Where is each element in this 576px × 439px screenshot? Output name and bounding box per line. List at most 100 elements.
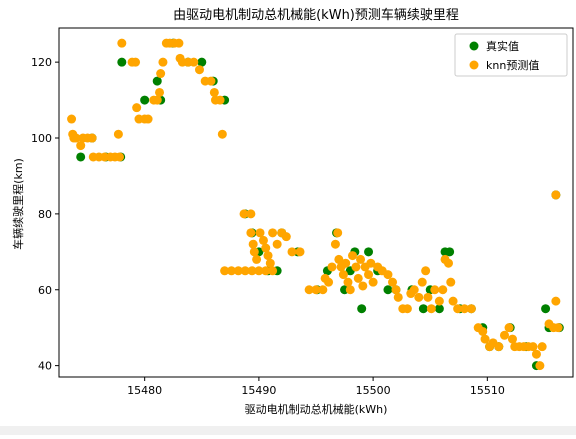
pred-point-113	[459, 304, 469, 314]
pred-point-51	[246, 209, 256, 219]
legend: 真实值 knn预测值	[454, 33, 568, 77]
pred-point-75	[334, 254, 344, 264]
pred-point-74	[333, 228, 343, 238]
pred-point-47	[254, 266, 264, 276]
pred-point-136	[553, 323, 563, 333]
pred-point-21	[143, 114, 153, 124]
y-axis-label: 车辆续驶里程(km)	[11, 158, 25, 250]
pred-point-93	[388, 277, 398, 287]
true-point-45	[541, 304, 551, 314]
pred-point-81	[348, 251, 358, 261]
pred-point-78	[341, 258, 351, 268]
pred-point-59	[263, 251, 273, 261]
pred-point-85	[358, 281, 368, 291]
true-point-32	[418, 304, 428, 314]
pred-point-71	[324, 277, 334, 287]
pred-point-131	[537, 342, 547, 352]
x-axis: 15480 15490 15500 15510	[127, 377, 505, 397]
pred-point-57	[258, 235, 268, 245]
pred-point-130	[535, 361, 545, 371]
pred-point-102	[421, 266, 431, 276]
pred-point-30	[174, 38, 184, 48]
pred-point-105	[430, 285, 440, 295]
pred-point-45	[240, 266, 250, 276]
pred-point-117	[480, 334, 490, 344]
pred-point-112	[453, 304, 463, 314]
x-tick-label-2: 15500	[356, 384, 391, 397]
pred-point-42	[220, 266, 230, 276]
pred-point-3	[71, 133, 81, 143]
pred-point-77	[338, 270, 348, 280]
x-axis-label: 驱动电机制动总机械能(kWh)	[245, 402, 388, 416]
pred-point-95	[393, 292, 403, 302]
pred-point-94	[391, 285, 401, 295]
pred-point-88	[366, 258, 376, 268]
pred-point-48	[261, 266, 271, 276]
true-point-36	[445, 247, 455, 257]
legend-marker-true	[469, 41, 479, 51]
x-tick-label-1: 15490	[241, 384, 276, 397]
pred-point-61	[268, 228, 278, 238]
y-tick-label-4: 120	[31, 56, 52, 69]
pred-point-92	[383, 270, 393, 280]
pred-point-60	[265, 258, 275, 268]
legend-label-true: 真实值	[486, 39, 519, 53]
pred-point-49	[268, 266, 278, 276]
true-point-27	[364, 247, 374, 257]
pred-point-26	[158, 57, 168, 67]
pred-point-135	[551, 190, 561, 200]
pred-point-100	[414, 292, 424, 302]
pred-point-104	[426, 304, 436, 314]
pred-point-67	[304, 285, 314, 295]
pred-point-53	[248, 239, 258, 249]
pred-point-58	[261, 243, 271, 253]
pred-point-13	[115, 152, 125, 162]
pred-point-44	[233, 266, 243, 276]
pred-point-107	[438, 285, 448, 295]
footer-strip	[0, 426, 576, 435]
pred-point-134	[551, 296, 561, 306]
pred-point-109	[444, 258, 453, 268]
pred-point-87	[364, 270, 374, 280]
pred-point-55	[252, 254, 262, 264]
true-point-26	[357, 304, 367, 314]
y-tick-label-3: 100	[31, 132, 52, 145]
pred-point-69	[318, 285, 328, 295]
pred-point-0	[67, 114, 77, 124]
pred-point-7	[87, 133, 97, 143]
legend-marker-pred	[469, 60, 479, 70]
true-point-6	[152, 76, 162, 86]
pred-point-14	[113, 129, 123, 139]
pred-point-46	[247, 266, 257, 276]
pred-point-84	[356, 254, 366, 264]
true-point-34	[434, 304, 444, 314]
pred-point-52	[246, 228, 256, 238]
plot-points	[67, 38, 564, 371]
pred-point-62	[272, 239, 282, 249]
pred-point-15	[117, 38, 127, 48]
pred-point-97	[402, 304, 412, 314]
pred-point-80	[345, 285, 355, 295]
x-tick-label-0: 15480	[127, 384, 162, 397]
y-tick-label-2: 80	[38, 208, 52, 221]
legend-label-pred: knn预测值	[486, 59, 539, 72]
pred-point-73	[330, 239, 340, 249]
pred-point-64	[281, 232, 291, 242]
pred-point-65	[287, 247, 297, 257]
pred-point-35	[194, 65, 204, 75]
pred-point-72	[327, 262, 337, 272]
pred-point-121	[499, 330, 509, 340]
pred-point-129	[531, 349, 541, 359]
true-point-29	[383, 285, 393, 295]
pred-point-23	[152, 95, 162, 105]
pred-point-54	[249, 247, 259, 257]
pred-point-99	[409, 285, 419, 295]
legend-box	[454, 33, 568, 77]
pred-point-38	[209, 87, 219, 97]
pred-point-4	[76, 141, 86, 151]
pred-point-37	[206, 76, 216, 86]
pred-point-82	[351, 262, 361, 272]
plot-frame	[58, 27, 574, 378]
pred-point-110	[446, 277, 456, 287]
